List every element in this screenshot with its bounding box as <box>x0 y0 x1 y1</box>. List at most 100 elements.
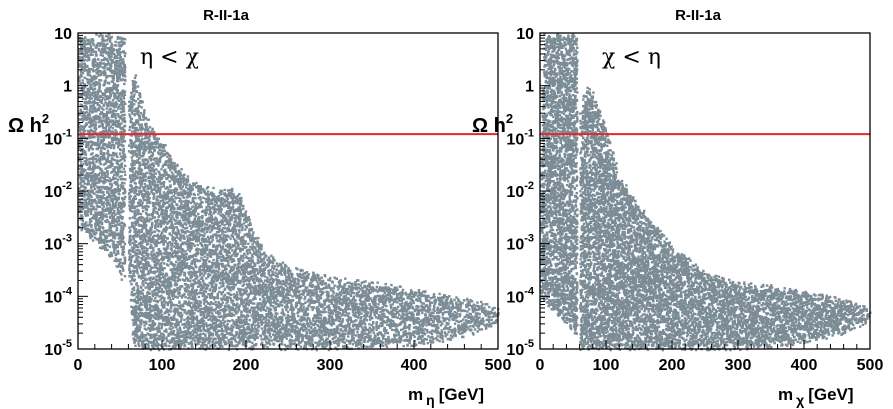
left-scatter-point <box>83 86 87 89</box>
left-scatter-point <box>92 184 96 187</box>
left-scatter-point <box>96 102 99 105</box>
left-scatter-point <box>89 40 92 44</box>
left-scatter-point <box>131 83 135 86</box>
left-scatter-point <box>113 57 116 60</box>
left-scatter-point <box>152 333 156 336</box>
left-scatter-point <box>120 165 124 168</box>
left-scatter-point <box>119 231 122 235</box>
left-scatter-point <box>145 166 148 169</box>
left-scatter-point <box>98 246 102 249</box>
left-scatter-point <box>102 116 105 119</box>
left-scatter-point <box>142 346 145 350</box>
left-scatter-point <box>87 208 90 211</box>
left-scatter-point <box>113 87 116 90</box>
left-scatter-point <box>134 186 137 189</box>
left-scatter-point <box>97 107 100 110</box>
left-scatter-point <box>156 262 159 265</box>
left-scatter-point <box>106 157 109 160</box>
left-scatter-point <box>172 231 175 234</box>
left-scatter-point <box>135 311 139 315</box>
left-scatter-point <box>104 248 107 251</box>
left-scatter-point <box>85 157 88 160</box>
left-scatter-point <box>121 38 124 41</box>
left-scatter-point <box>133 340 136 343</box>
left-scatter-point <box>102 127 105 130</box>
left-scatter-point <box>108 187 111 190</box>
left-scatter-point <box>99 79 103 82</box>
left-scatter-point <box>123 203 126 206</box>
left-scatter-point <box>115 197 119 201</box>
left-scatter-point <box>171 204 174 207</box>
left-scatter-point <box>106 36 110 39</box>
left-scatter-point <box>112 48 116 51</box>
left-scatter-point <box>133 160 136 163</box>
left-scatter-point <box>157 328 161 331</box>
left-scatter-point <box>104 44 107 47</box>
left-scatter-point <box>81 207 85 211</box>
left-scatter-point <box>114 109 118 113</box>
left-scatter-point <box>95 110 98 113</box>
left-scatter-point <box>170 339 173 343</box>
left-scatter-point <box>171 161 175 165</box>
left-scatter-point <box>110 80 113 83</box>
left-scatter-point <box>137 324 140 327</box>
left-scatter-point <box>140 168 144 172</box>
left-scatter-point <box>138 228 141 232</box>
left-scatter-point <box>116 137 119 140</box>
left-scatter-point <box>121 114 124 117</box>
left-scatter-point <box>100 239 103 242</box>
left-scatter-point <box>155 337 159 341</box>
left-scatter-point <box>78 155 82 158</box>
left-scatter-point <box>124 178 127 181</box>
left-scatter-point <box>139 154 142 157</box>
left-scatter-point <box>118 75 121 78</box>
left-scatter-point <box>133 205 136 208</box>
left-scatter-point <box>155 222 158 225</box>
left-scatter-point <box>143 198 146 201</box>
left-scatter-point <box>169 209 172 212</box>
left-scatter-point <box>132 154 135 157</box>
left-scatter-point <box>136 145 139 149</box>
left-scatter-point <box>176 270 179 273</box>
left-scatter-point <box>172 263 175 266</box>
left-scatter-point <box>101 232 105 235</box>
left-scatter-point <box>89 106 92 109</box>
left-scatter-point <box>115 105 118 109</box>
left-scatter-point <box>92 103 95 106</box>
left-scatter-point <box>179 311 183 315</box>
left-scatter-point <box>170 175 173 179</box>
left-scatter-point <box>173 255 176 258</box>
left-scatter-point <box>151 221 154 225</box>
left-scatter-point <box>132 269 135 273</box>
left-scatter-point <box>170 247 173 250</box>
left-scatter-point <box>123 154 126 157</box>
left-scatter-point <box>130 187 134 190</box>
left-scatter-point <box>115 130 118 134</box>
left-scatter-point <box>81 81 85 85</box>
left-scatter-point <box>79 208 83 211</box>
left-scatter-point <box>184 289 187 292</box>
left-scatter-point <box>106 219 109 222</box>
left-scatter-point <box>138 276 141 279</box>
left-scatter-point <box>141 314 144 317</box>
left-scatter-point <box>132 90 135 93</box>
left-scatter-point <box>145 125 148 128</box>
left-scatter-point <box>158 235 161 238</box>
left-scatter-point <box>89 101 93 104</box>
left-scatter-point <box>100 101 103 104</box>
left-scatter-point <box>171 235 175 239</box>
left-scatter-point <box>117 219 120 222</box>
left-scatter-point <box>134 323 138 326</box>
left-scatter-point <box>176 268 179 271</box>
left-scatter-point <box>90 208 93 211</box>
left-scatter-point <box>130 167 133 171</box>
left-scatter-point <box>130 100 134 104</box>
left-scatter-point <box>137 209 140 213</box>
left-scatter-point <box>85 96 88 99</box>
left-scatter-point <box>80 138 83 141</box>
left-scatter-point <box>106 200 109 203</box>
left-scatter-point <box>140 184 143 187</box>
left-scatter-point <box>166 155 169 159</box>
left-scatter-point <box>130 276 134 279</box>
left-scatter-point <box>92 176 95 179</box>
